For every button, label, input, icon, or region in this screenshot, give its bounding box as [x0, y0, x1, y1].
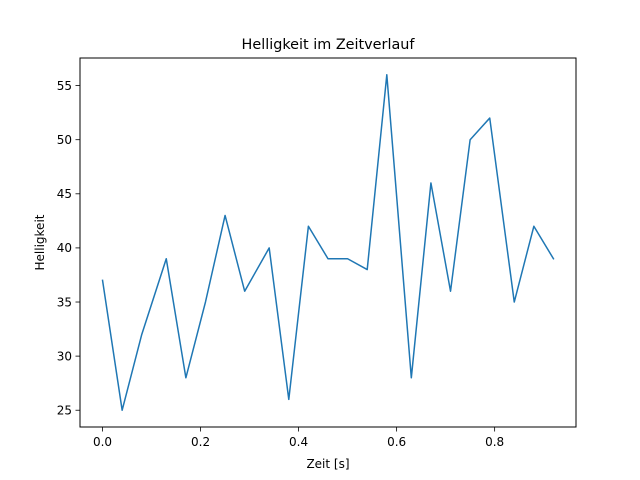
y-tick-label: 50: [57, 133, 72, 147]
x-tick-label: 0.0: [93, 435, 112, 449]
x-tick-label: 0.8: [485, 435, 504, 449]
series-layer: [101, 74, 555, 411]
x-axis-ticks: 0.0 0.2 0.4 0.6 0.8: [93, 427, 504, 449]
x-tick-label: 0.6: [387, 435, 406, 449]
y-axis-ticks: 25 30 35 40 45 50 55: [57, 79, 80, 418]
y-tick-label: 45: [57, 187, 72, 201]
y-tick-label: 35: [57, 295, 72, 309]
x-tick-label: 0.4: [289, 435, 308, 449]
chart-title: Helligkeit im Zeitverlauf: [242, 37, 416, 53]
y-tick-label: 25: [57, 404, 72, 418]
x-axis-label: Zeit [s]: [306, 457, 349, 471]
y-tick-label: 30: [57, 349, 72, 363]
y-tick-label: 40: [57, 241, 72, 255]
y-axis-label: Helligkeit: [33, 214, 47, 270]
plot-area-frame: [79, 57, 577, 428]
y-tick-label: 55: [57, 79, 72, 93]
x-tick-label: 0.2: [191, 435, 210, 449]
series-line-0: [101, 74, 555, 411]
